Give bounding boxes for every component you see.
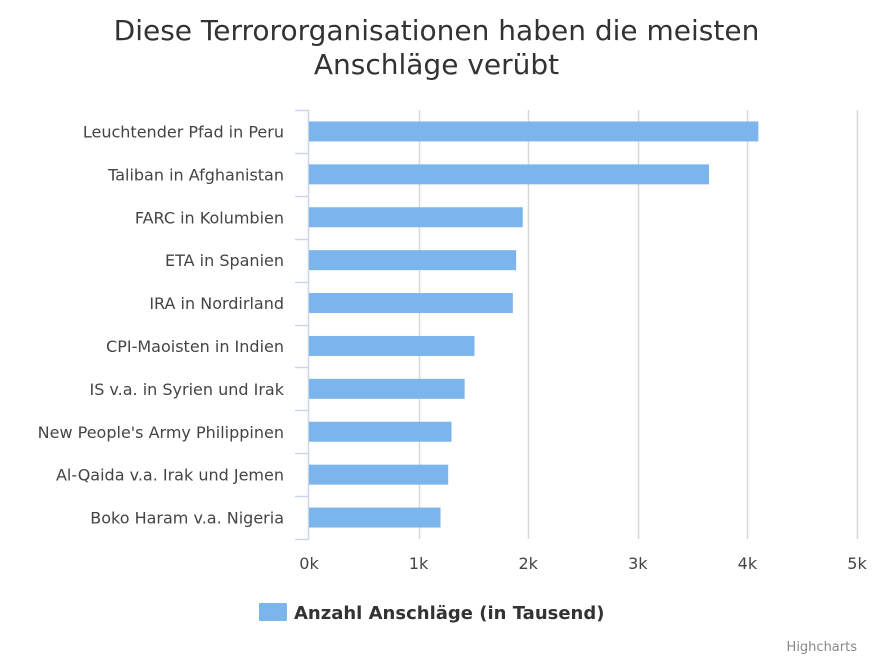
x-tick-label-5k: 5k: [847, 554, 867, 573]
credits-label[interactable]: Highcharts: [787, 640, 858, 655]
category-label-5: IRA in Nordirland: [149, 294, 284, 313]
chart-title-line-2: Anschläge verübt: [314, 48, 559, 81]
bar-9[interactable]: [309, 464, 449, 485]
legend-label[interactable]: Anzahl Anschläge (in Tausend): [294, 603, 604, 624]
x-tick-label-0k: 0k: [299, 554, 319, 573]
category-label-1: Leuchtender Pfad in Peru: [83, 122, 284, 141]
bar-1[interactable]: [309, 121, 759, 142]
category-label-10: Boko Haram v.a. Nigeria: [90, 509, 284, 528]
category-axis: [295, 109, 310, 541]
category-labels: Leuchtender Pfad in Peru Taliban in Afgha…: [38, 122, 285, 527]
category-label-7: IS v.a. in Syrien und Irak: [89, 380, 284, 399]
x-tick-label-2k: 2k: [518, 554, 538, 573]
x-tick-label-4k: 4k: [738, 554, 758, 573]
bar-7[interactable]: [309, 378, 465, 399]
bar-8[interactable]: [309, 421, 452, 442]
x-tick-label-1k: 1k: [409, 554, 429, 573]
chart-title-line-1: Diese Terrororganisationen haben die mei…: [114, 14, 760, 47]
x-tick-label-3k: 3k: [628, 554, 648, 573]
bar-5[interactable]: [309, 293, 513, 314]
x-axis-tick-labels: 0k 1k 2k 3k 4k 5k: [299, 554, 867, 573]
category-label-8: New People's Army Philippinen: [38, 423, 284, 442]
bar-series: [309, 121, 759, 528]
category-label-9: Al-Qaida v.a. Irak und Jemen: [56, 466, 284, 485]
legend-swatch[interactable]: [259, 603, 287, 621]
bar-3[interactable]: [309, 207, 523, 228]
bar-4[interactable]: [309, 250, 517, 271]
category-label-3: FARC in Kolumbien: [135, 208, 284, 227]
category-label-2: Taliban in Afghanistan: [107, 165, 284, 184]
bar-6[interactable]: [309, 335, 475, 356]
bar-10[interactable]: [309, 507, 441, 528]
legend[interactable]: Anzahl Anschläge (in Tausend): [259, 603, 604, 624]
category-label-4: ETA in Spanien: [165, 251, 284, 270]
bar-2[interactable]: [309, 164, 710, 185]
category-label-6: CPI-Maoisten in Indien: [106, 337, 284, 356]
